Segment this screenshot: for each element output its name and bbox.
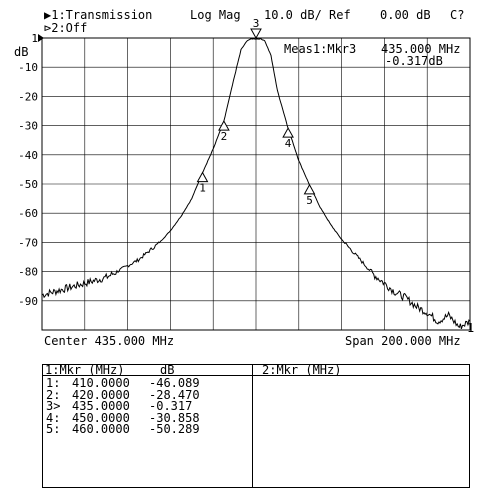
marker-row-freq: 460.0000 (72, 422, 130, 436)
ref-marker-label: 1 (467, 321, 475, 335)
marker-table (42, 364, 470, 488)
marker-row-id: 1: (46, 376, 61, 390)
marker-triangle-icon (196, 171, 209, 183)
y-axis-ticks: 1 -10 -20 -30 -40 -50 -60 -70 -80 -90 (18, 32, 44, 308)
marker-2: 2 (218, 120, 230, 143)
chart-grid (41, 37, 471, 331)
y-tick-label: -40 (18, 149, 38, 162)
scale-label: 10.0 dB/ (264, 8, 322, 22)
marker-row-id: 5: (46, 422, 61, 436)
format-label: Log Mag (190, 8, 241, 22)
right-table-header: 2:Mkr (MHz) (262, 363, 342, 377)
marker-group: 1 2 3 4 5 (196, 17, 316, 207)
marker-triangle-icon (303, 183, 316, 195)
active-marker-value: -0.317dB (385, 54, 443, 68)
marker-label: 5 (306, 194, 313, 207)
marker-label: 4 (285, 137, 292, 150)
marker-label: 2 (221, 130, 228, 143)
y-tick-label: -80 (18, 266, 38, 279)
trace1-label[interactable]: ▶1:Transmission (44, 8, 153, 22)
marker-row-value: -50.289 (149, 422, 200, 436)
center-frequency: Center 435.000 MHz (44, 334, 175, 348)
left-table-header: 1:Mkr (MHz) (45, 363, 125, 377)
marker-row-freq: 450.0000 (72, 410, 130, 425)
y-tick-label: -20 (18, 90, 38, 103)
y-tick-label: -50 (18, 178, 38, 191)
span-frequency: Span 200.000 MHz (345, 334, 461, 348)
trace2-label[interactable]: ⊳2:Off (44, 21, 88, 35)
marker-triangle-icon (218, 120, 230, 131)
marker-table-header-rule (42, 375, 470, 376)
left-table-header-unit: dB (160, 363, 175, 377)
marker-row-value: -46.089 (149, 376, 200, 390)
transmission-chart: 1 -10 -20 -30 -40 -50 -60 -70 -80 -90 1 2 3 4 5 (18, 17, 471, 331)
y-tick-label: -10 (18, 61, 38, 74)
ref-arrow-icon (38, 34, 44, 42)
marker-3: 3 (250, 17, 262, 40)
y-axis-unit: dB (14, 45, 29, 59)
marker-row-freq: 410.0000 (72, 376, 130, 390)
y-tick-label: -60 (18, 207, 38, 220)
marker-row-id: 3> (46, 399, 61, 413)
y-tick-label: 1 (31, 32, 38, 45)
marker-table-divider (252, 364, 253, 488)
marker-label: 3 (253, 17, 260, 30)
marker-row-value: -28.470 (149, 387, 200, 402)
marker-label: 1 (199, 182, 206, 195)
active-marker-name: Meas1:Mkr3 (284, 42, 357, 56)
marker-row-id: 4: (46, 410, 61, 425)
marker-row-value: -0.317 (149, 399, 193, 413)
marker-5: 5 (303, 183, 316, 207)
marker-1: 1 (196, 171, 209, 195)
transmission-trace (41, 37, 471, 330)
ref-value: 0.00 dB (380, 8, 431, 22)
active-marker-freq: 435.000 MHz (381, 42, 461, 56)
y-tick-label: -30 (18, 120, 38, 133)
marker-row-freq: 435.0000 (72, 399, 130, 413)
status-indicator: C? (450, 8, 465, 22)
marker-4: 4 (282, 127, 294, 150)
marker-row-id: 2: (46, 387, 61, 402)
y-tick-label: -90 (18, 295, 38, 308)
y-tick-label: -70 (18, 236, 38, 249)
marker-triangle-icon (282, 127, 294, 138)
marker-triangle-icon (250, 28, 262, 40)
marker-row-freq: 420.0000 (72, 387, 130, 402)
ref-label: Ref (329, 8, 351, 22)
marker-row-value: -30.858 (149, 410, 200, 425)
